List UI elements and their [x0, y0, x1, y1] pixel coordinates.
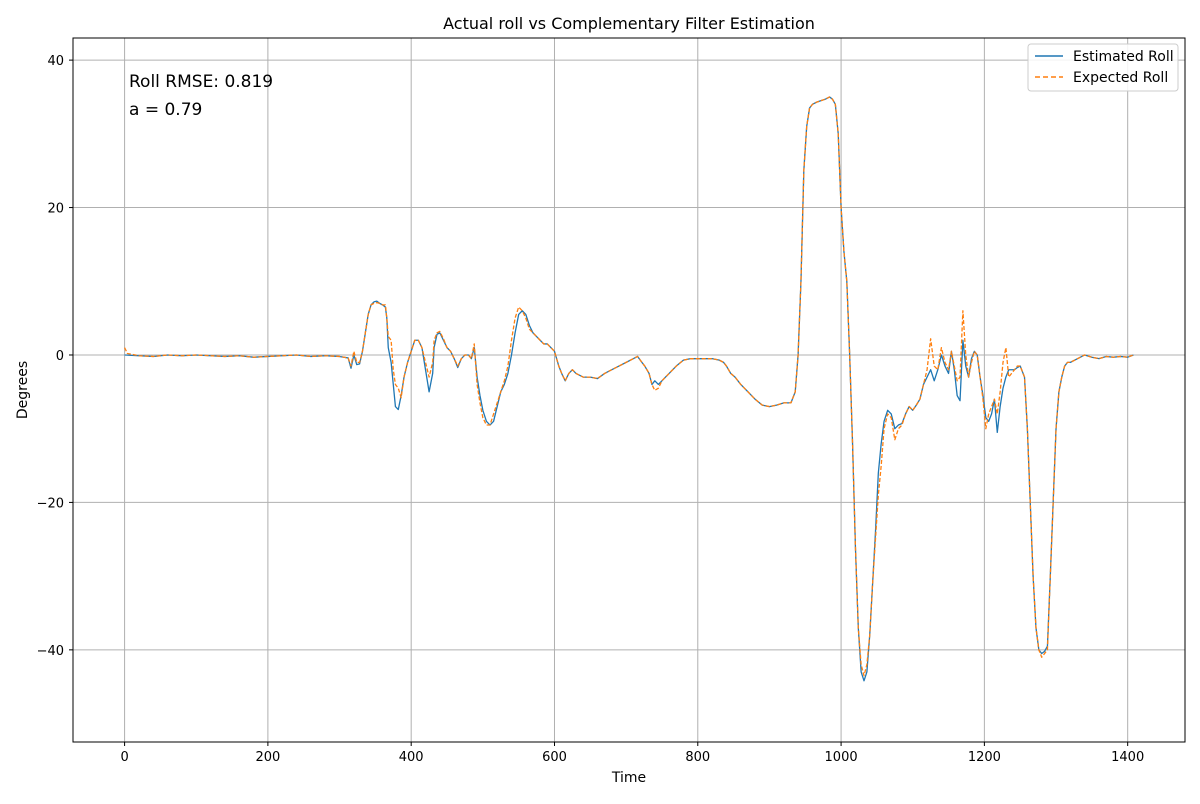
- x-tick-label: 1200: [968, 750, 1001, 765]
- y-tick-label: 20: [47, 202, 64, 217]
- legend-box: [1027, 43, 1179, 92]
- x-tick-label: 200: [255, 750, 280, 765]
- alpha-annotation: a = 0.79: [129, 100, 202, 120]
- legend: Estimated Roll Expected Roll: [1027, 43, 1179, 92]
- x-tick-label: 0: [120, 750, 128, 765]
- y-tick-label: −40: [37, 644, 64, 659]
- x-axis-label: Time: [611, 770, 646, 786]
- x-tick-label: 600: [542, 750, 567, 765]
- axes-frame: [72, 37, 1186, 743]
- grid-lines: [73, 38, 1185, 742]
- expected-roll-line: [124, 96, 1134, 677]
- y-axis-label: Degrees: [15, 361, 31, 419]
- y-tick-label: 0: [56, 349, 64, 364]
- y-tick-label: 40: [47, 54, 64, 69]
- series-lines: [124, 96, 1134, 682]
- y-tick-label: −20: [37, 496, 64, 511]
- legend-label-estimated-roll: Estimated Roll: [1073, 49, 1174, 65]
- rmse-annotation: Roll RMSE: 0.819: [129, 72, 273, 92]
- x-tick-label: 1400: [1111, 750, 1144, 765]
- legend-label-expected-roll: Expected Roll: [1073, 70, 1168, 86]
- x-tick-label: 1000: [825, 750, 858, 765]
- chart-title: Actual roll vs Complementary Filter Esti…: [443, 14, 815, 33]
- x-tick-label: 800: [685, 750, 710, 765]
- x-tick-label: 400: [399, 750, 424, 765]
- axis-ticks: 0 200 400 600 800 1000 1200 1400 −40 −20 0 20 40: [37, 54, 1145, 765]
